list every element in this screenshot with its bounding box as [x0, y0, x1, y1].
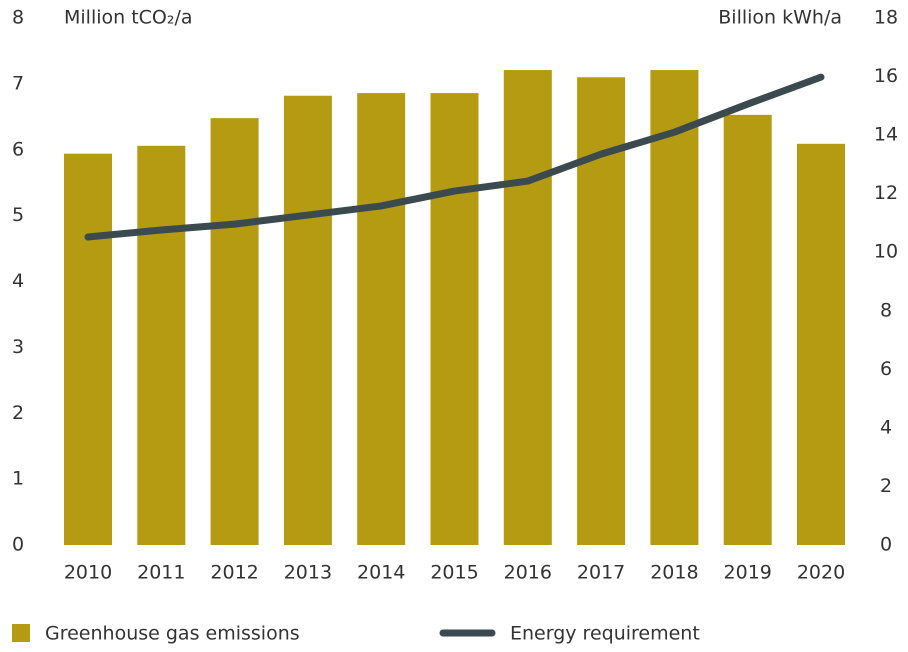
y2-tick-label: 16	[874, 65, 898, 87]
legend-label: Energy requirement	[510, 623, 700, 645]
y2-tick-label: 2	[880, 475, 892, 497]
bar	[503, 70, 552, 545]
y-tick-label: 7	[12, 72, 24, 94]
y-axis-label: Million tCO₂/a	[64, 7, 193, 29]
bar	[283, 95, 332, 546]
x-tick-label: 2019	[724, 562, 772, 584]
y-tick-label: 8	[12, 7, 24, 29]
y2-tick-label: 14	[874, 124, 898, 146]
x-tick-label: 2011	[137, 562, 185, 584]
y2-tick-label: 6	[880, 358, 892, 380]
y-tick-label: 6	[12, 138, 24, 160]
y2-tick-label: 4	[880, 416, 892, 438]
bar	[797, 143, 845, 546]
y2-tick-label: 0	[880, 534, 892, 556]
y-tick-label: 2	[12, 402, 24, 424]
x-tick-label: 2014	[357, 562, 405, 584]
y-tick-label: 5	[12, 204, 24, 226]
y2-tick-label: 18	[874, 7, 898, 29]
y2-tick-label: 12	[874, 182, 898, 204]
bar	[357, 93, 406, 545]
x-tick-label: 2020	[797, 562, 845, 584]
y-tick-label: 1	[12, 468, 24, 490]
bar	[64, 153, 112, 545]
x-tick-label: 2017	[577, 562, 625, 584]
x-tick-label: 2010	[64, 562, 112, 584]
bar	[210, 118, 259, 545]
bar	[430, 93, 479, 545]
y-tick-label: 3	[12, 336, 24, 358]
y2-axis-label: Billion kWh/a	[718, 7, 842, 29]
y2-tick-label: 8	[880, 299, 892, 321]
legend-swatch	[12, 624, 30, 642]
bar	[650, 70, 699, 545]
x-tick-label: 2016	[504, 562, 552, 584]
y2-tick-label: 10	[874, 241, 898, 263]
y-tick-label: 4	[12, 270, 24, 292]
bar	[723, 114, 772, 546]
line	[84, 73, 825, 241]
legend-label: Greenhouse gas emissions	[45, 623, 300, 645]
y-tick-label: 0	[12, 534, 24, 556]
x-tick-label: 2015	[430, 562, 478, 584]
bar	[137, 145, 186, 546]
x-tick-label: 2012	[210, 562, 258, 584]
x-tick-label: 2013	[284, 562, 332, 584]
x-tick-label: 2018	[650, 562, 698, 584]
